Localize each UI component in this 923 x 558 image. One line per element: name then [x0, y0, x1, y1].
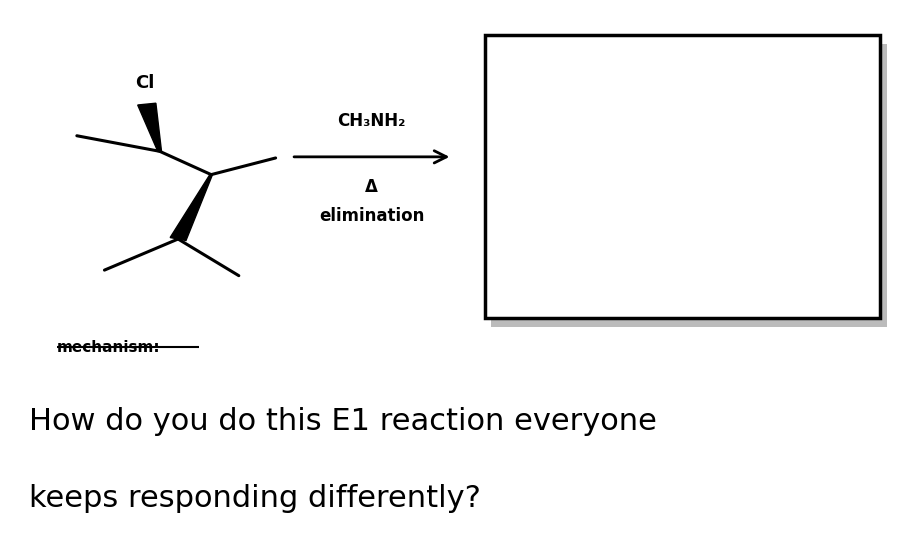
Bar [491, 44, 887, 327]
Text: Cl: Cl [136, 74, 155, 92]
Text: How do you do this E1 reaction everyone: How do you do this E1 reaction everyone [29, 407, 657, 436]
Text: CH₃NH₂: CH₃NH₂ [338, 112, 406, 130]
Text: elimination: elimination [319, 207, 425, 225]
Text: Δ: Δ [366, 178, 378, 196]
Bar [485, 35, 881, 318]
Polygon shape [170, 175, 212, 240]
Polygon shape [138, 103, 162, 151]
Text: mechanism:: mechanism: [56, 340, 161, 355]
Text: keeps responding differently?: keeps responding differently? [29, 484, 481, 513]
